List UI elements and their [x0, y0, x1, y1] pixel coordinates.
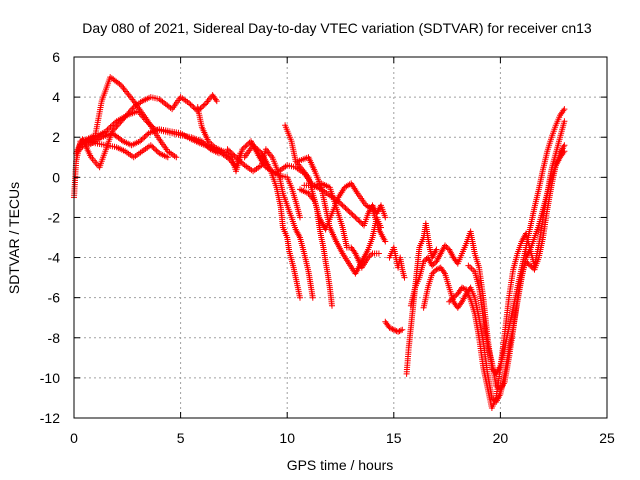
chart-title: Day 080 of 2021, Sidereal Day-to-day VTE… [82, 20, 592, 36]
data-points [71, 74, 568, 411]
series-track-12 [301, 182, 389, 229]
y-tick-label: 4 [52, 89, 60, 105]
data-point-markers [224, 146, 316, 301]
series-track-16 [403, 220, 440, 377]
x-tick-label: 5 [177, 430, 185, 446]
x-axis-label: GPS time / hours [287, 457, 394, 473]
data-point-markers [382, 318, 406, 335]
y-tick-label: -12 [40, 410, 60, 426]
series-track-7 [224, 146, 316, 301]
y-tick-label: -4 [48, 250, 61, 266]
data-point-markers [403, 220, 440, 377]
y-tick-label: 6 [52, 49, 60, 65]
data-point-markers [85, 126, 244, 171]
series-track-14 [382, 318, 406, 335]
x-tick-label: 10 [279, 430, 295, 446]
y-axis-label: SDTVAR / TECUs [6, 182, 22, 294]
y-tick-label: 0 [52, 169, 60, 185]
y-tick-label: -6 [48, 290, 61, 306]
axis-ticks [73, 56, 608, 419]
y-tick-label: -10 [40, 370, 60, 386]
series-track-5 [75, 138, 171, 161]
data-point-markers [301, 182, 389, 229]
data-point-markers [465, 142, 568, 393]
x-tick-labels: 0 5 10 15 20 25 [70, 430, 615, 446]
series-track-18 [420, 148, 568, 405]
data-point-markers [386, 244, 408, 281]
series-track-8 [241, 142, 303, 301]
data-point-markers [420, 148, 568, 405]
series-track-13 [297, 180, 389, 245]
y-tick-label: -8 [48, 330, 61, 346]
series-track-4 [85, 126, 244, 171]
x-tick-label: 15 [386, 430, 402, 446]
x-tick-label: 25 [599, 430, 615, 446]
plot-frame [73, 56, 608, 419]
y-tick-label: 2 [52, 129, 60, 145]
data-point-markers [241, 142, 303, 301]
data-point-markers [297, 180, 389, 245]
series-track-15 [386, 244, 408, 281]
y-tick-labels: 6 4 2 0 -2 -4 -6 -8 -10 -12 [40, 49, 60, 426]
x-tick-label: 20 [493, 430, 509, 446]
y-tick-label: -2 [48, 209, 61, 225]
data-point-markers [75, 138, 171, 161]
x-tick-label: 0 [70, 430, 78, 446]
series-track-20 [465, 142, 568, 393]
